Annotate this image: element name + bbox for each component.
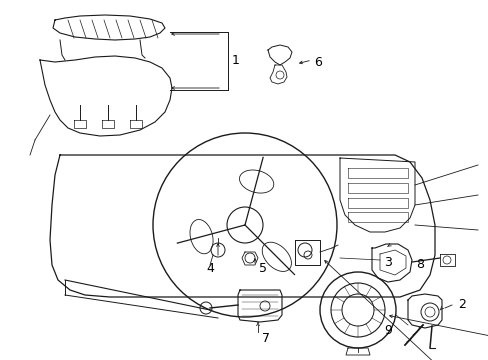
Text: 9: 9 bbox=[383, 324, 391, 337]
Text: 8: 8 bbox=[415, 258, 423, 271]
Text: 5: 5 bbox=[259, 261, 266, 274]
Text: 3: 3 bbox=[383, 256, 391, 269]
Text: 4: 4 bbox=[205, 261, 214, 274]
Text: 6: 6 bbox=[313, 55, 321, 68]
Text: 1: 1 bbox=[232, 54, 240, 67]
Text: 7: 7 bbox=[262, 332, 269, 345]
Text: 2: 2 bbox=[457, 298, 465, 311]
